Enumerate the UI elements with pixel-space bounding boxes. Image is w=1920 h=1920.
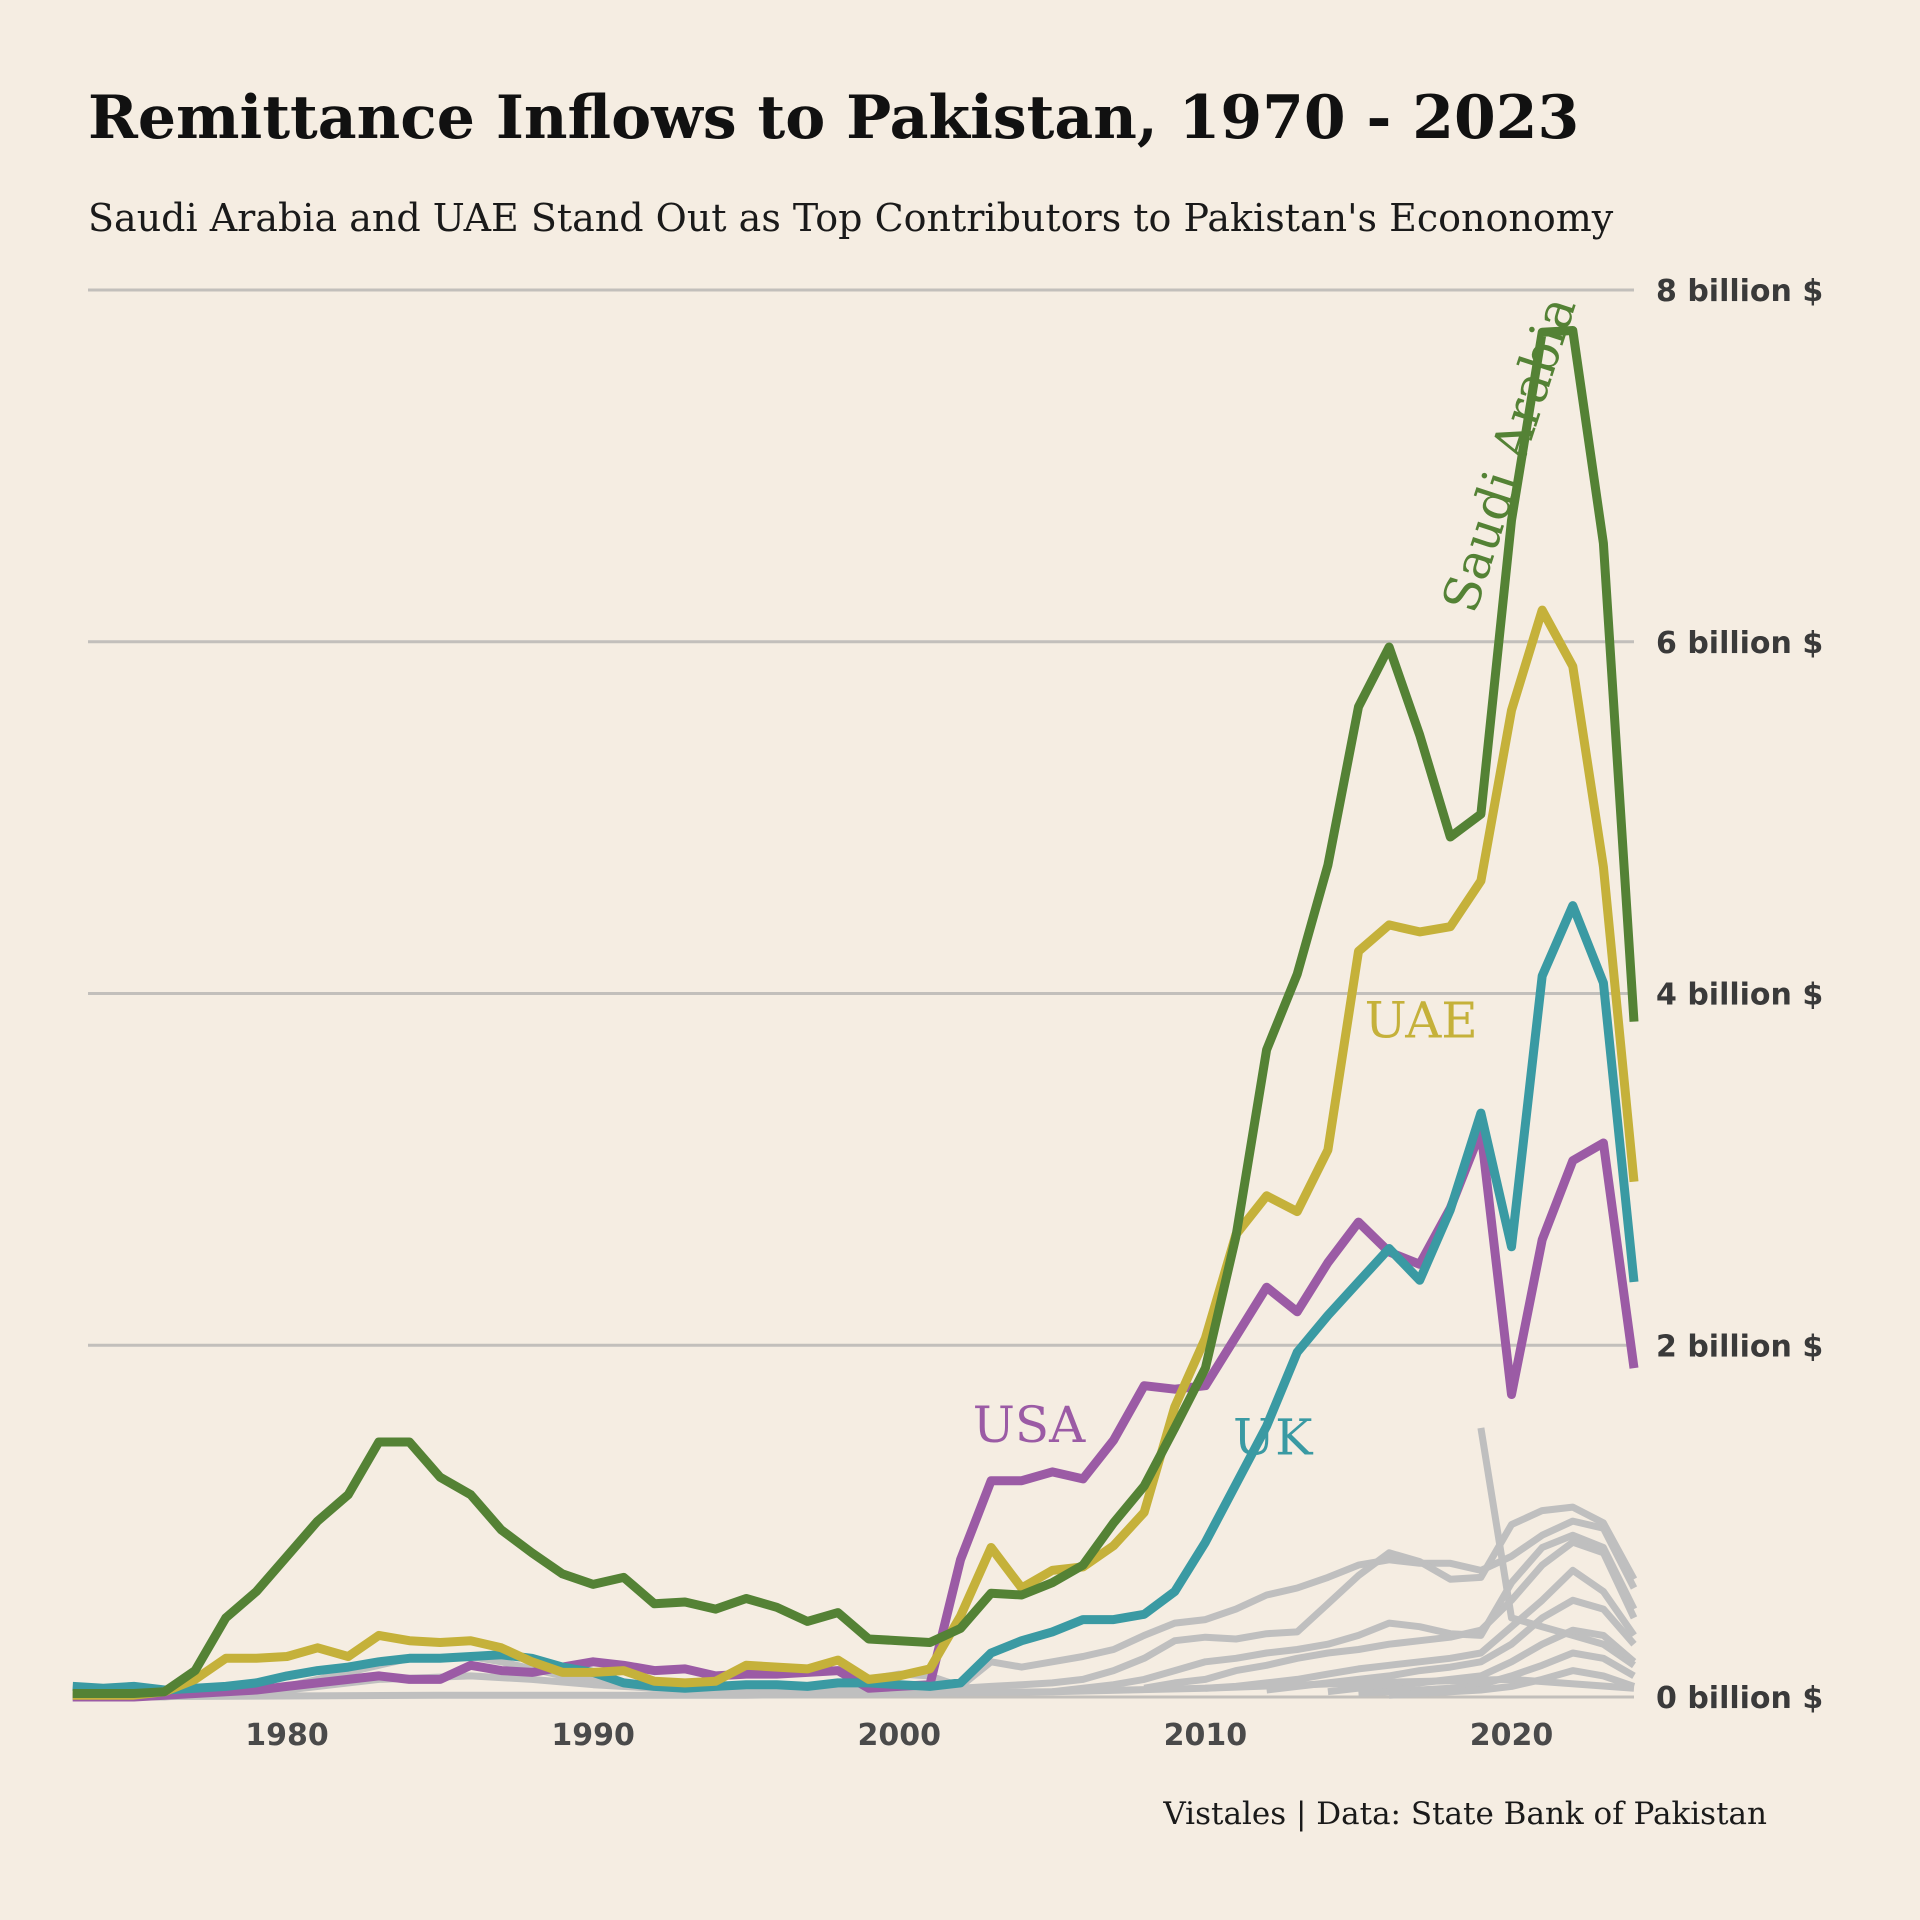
y-tick-label: 6 billion $ (1656, 626, 1823, 661)
series-label-uk: UK (1233, 1408, 1314, 1466)
other-country-line (1143, 1538, 1638, 1692)
highlighted-country-lines (72, 326, 1639, 1702)
chart-caption: Vistales | Data: State Bank of Pakistan (1162, 1796, 1767, 1832)
series-label-uae: UAE (1365, 991, 1478, 1049)
chart-title: Remittance Inflows to Pakistan, 1970 - 2… (88, 83, 1579, 153)
x-axis-tick-labels: 1980 1990 2000 2010 2020 (245, 1718, 1553, 1753)
other-country-line (1388, 1667, 1636, 1699)
series-line-saudi-arabia (72, 326, 1639, 1698)
y-tick-label: 2 billion $ (1656, 1329, 1823, 1364)
x-tick-label: 2010 (1164, 1718, 1248, 1753)
other-country-line (1327, 1626, 1637, 1696)
x-tick-label: 1990 (551, 1718, 635, 1753)
x-tick-label: 2000 (858, 1718, 942, 1753)
other-country-line (899, 1503, 1638, 1692)
other-country-line (958, 1517, 1638, 1690)
y-axis-tick-labels: 8 billion $ 6 billion $ 4 billion $ 2 billi… (1656, 274, 1823, 1716)
y-tick-label: 4 billion $ (1656, 978, 1823, 1013)
series-label-usa: USA (973, 1396, 1086, 1454)
x-tick-label: 1980 (245, 1718, 329, 1753)
x-tick-label: 2020 (1470, 1718, 1554, 1753)
other-country-line (1205, 1566, 1637, 1692)
gridlines (88, 288, 1634, 1699)
series-line-uk (72, 901, 1639, 1695)
other-country-line (72, 1675, 1635, 1701)
other-country-lines (72, 1427, 1638, 1701)
other-country-line (1051, 1531, 1638, 1696)
y-tick-label: 8 billion $ (1656, 274, 1823, 309)
series-line-uae (72, 605, 1639, 1700)
chart-subtitle: Saudi Arabia and UAE Stand Out as Top Co… (88, 196, 1614, 240)
y-tick-label: 0 billion $ (1656, 1681, 1823, 1716)
